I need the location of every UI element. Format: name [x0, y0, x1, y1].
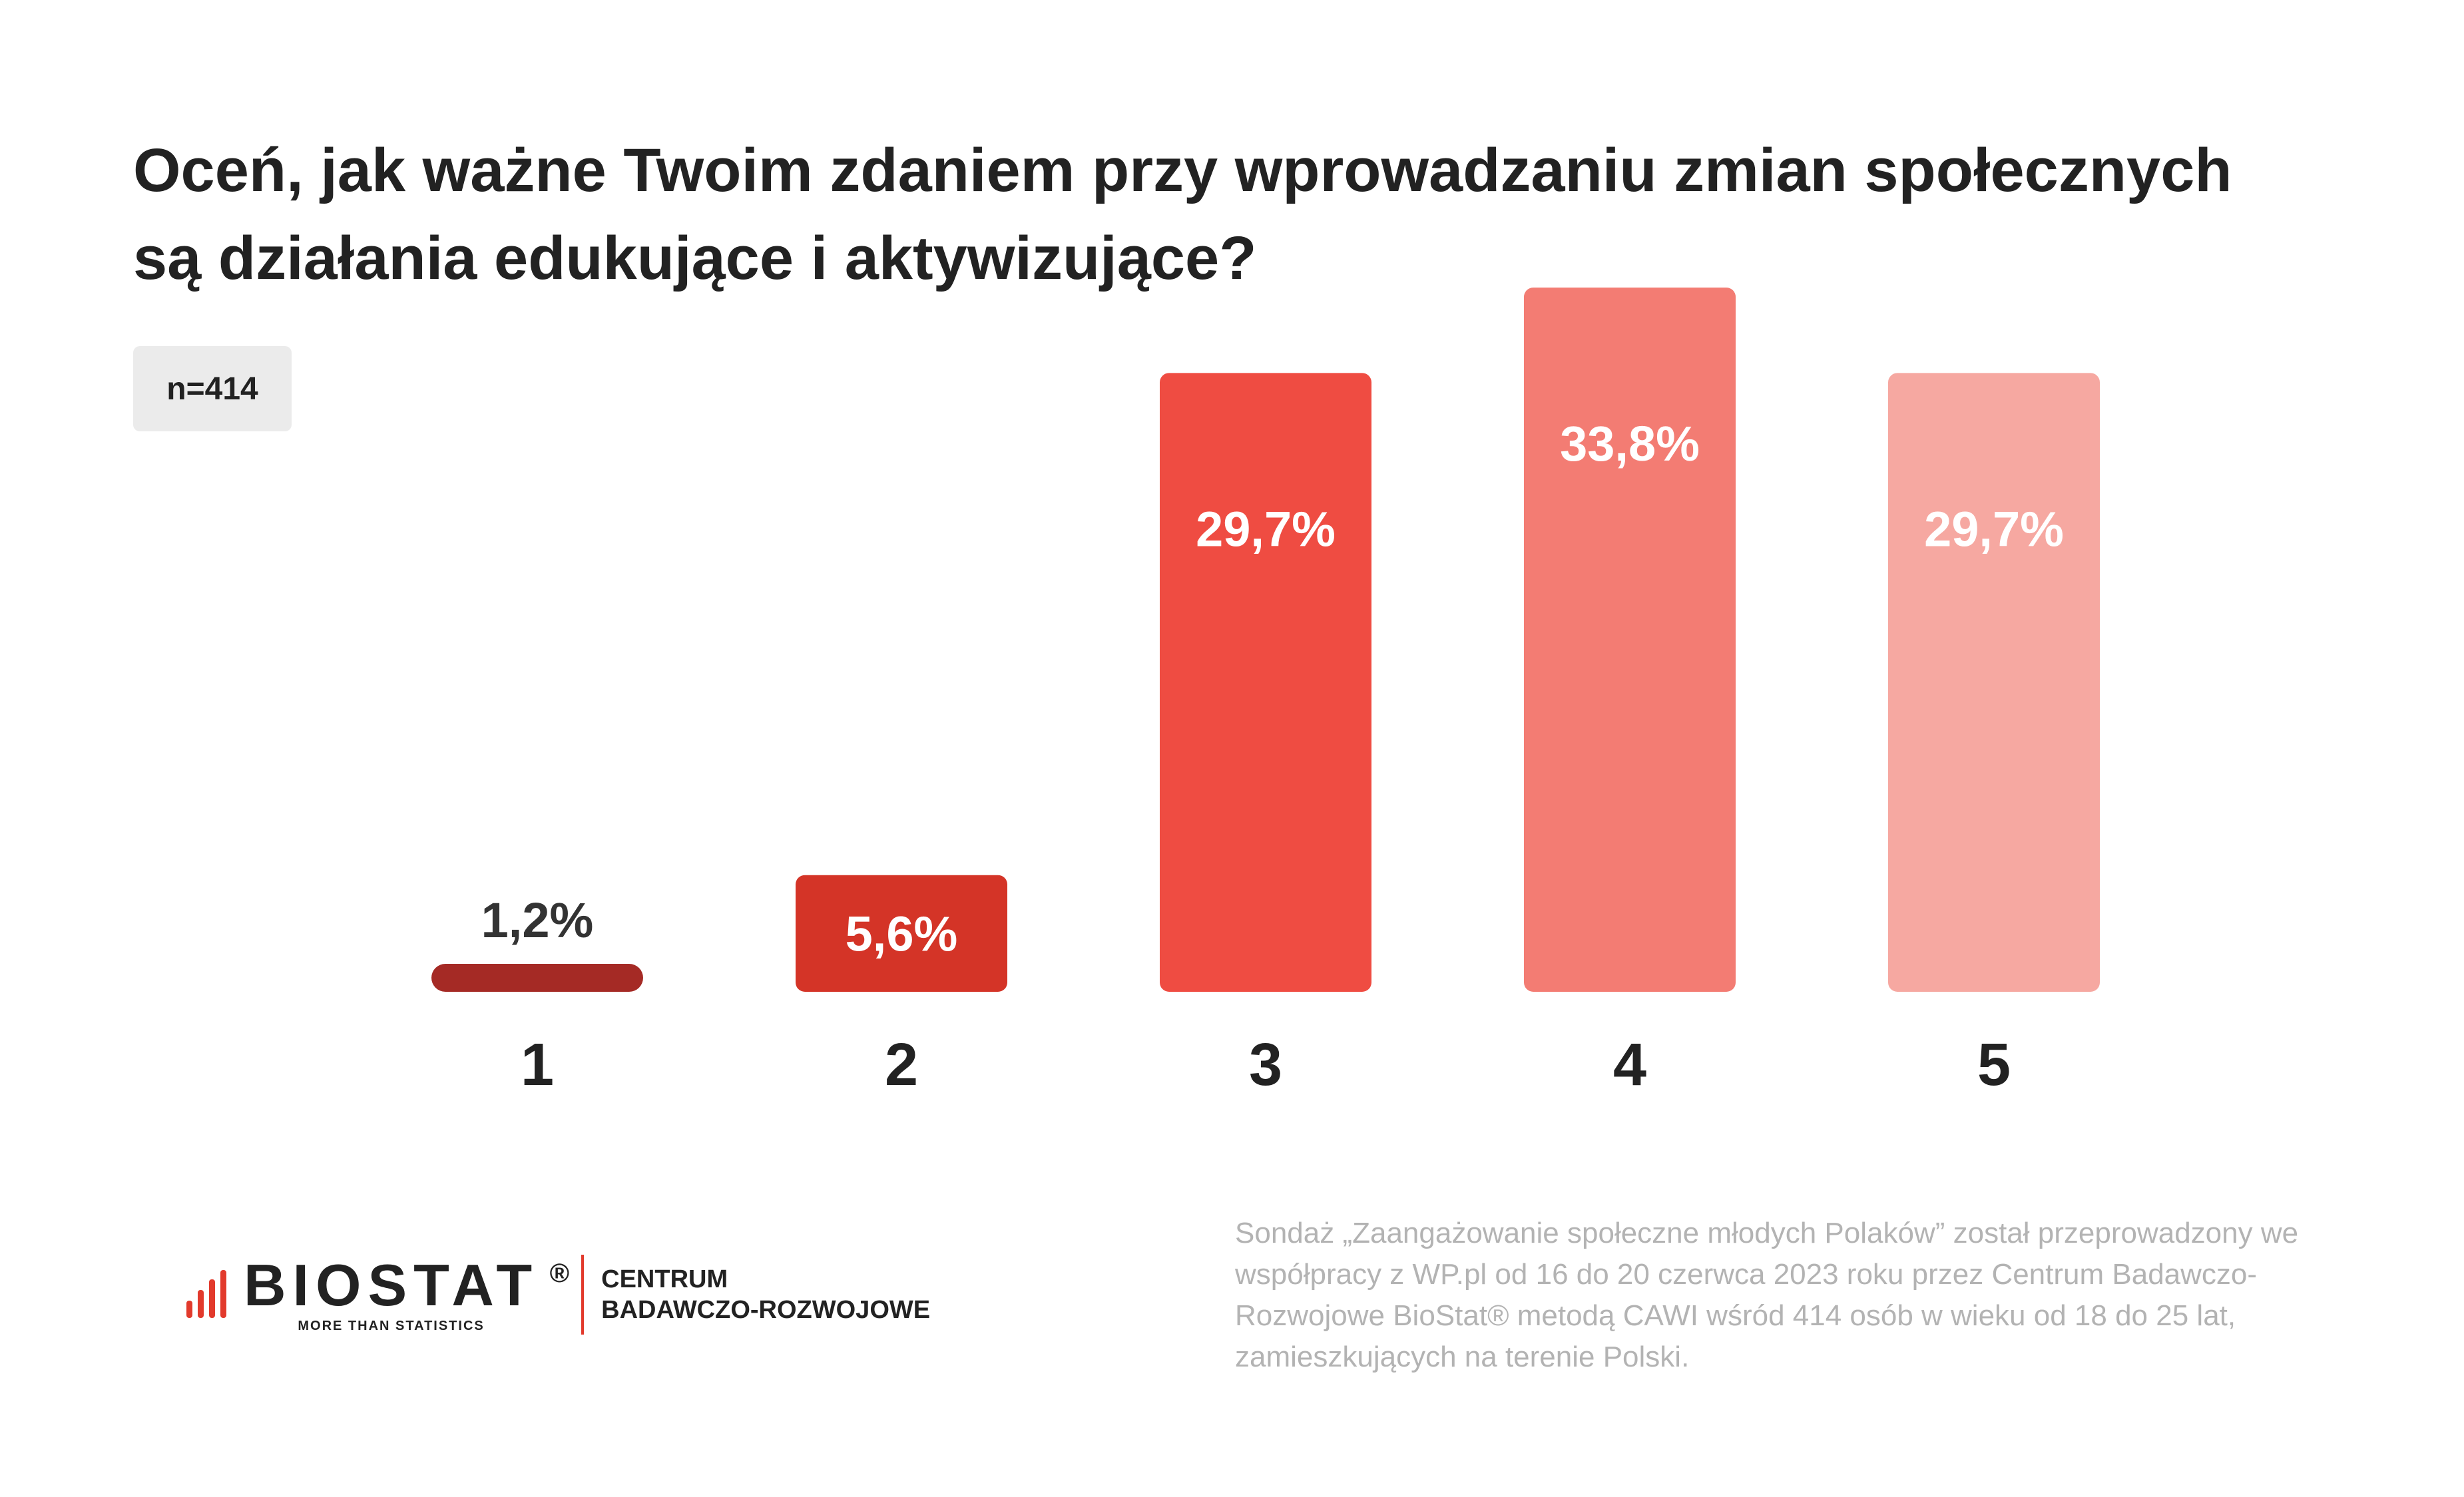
- bar-3: [1160, 373, 1371, 992]
- bar-value-label-4: 33,8%: [1560, 416, 1700, 471]
- bar-value-label-3: 29,7%: [1196, 501, 1336, 556]
- bar-value-label-2: 5,6%: [846, 906, 958, 961]
- bar-2: [796, 875, 1007, 992]
- registered-mark: ®: [549, 1258, 570, 1288]
- bar-value-label-5: 29,7%: [1924, 501, 2064, 556]
- chart-title: Oceń, jak ważne Twoim zdaniem przy wprow…: [133, 136, 2232, 292]
- bar-value-label-1: 1,2%: [481, 893, 594, 948]
- category-label-5: 5: [1977, 1032, 2011, 1098]
- category-label-1: 1: [521, 1032, 554, 1098]
- logo-department-line1: CENTRUM: [601, 1265, 728, 1293]
- bar-5: [1888, 373, 2100, 992]
- logo-department-line2: BADAWCZO-ROZWOJOWE: [601, 1296, 931, 1324]
- logo-bars-icon: [186, 1270, 232, 1318]
- bar-4: [1524, 288, 1736, 992]
- category-label-2: 2: [885, 1032, 918, 1098]
- biostat-logo: BIOSTAT ® MORE THAN STATISTICS CENTRUM BA…: [186, 1251, 930, 1338]
- category-label-3: 3: [1249, 1032, 1282, 1098]
- sample-size-badge: n=414: [133, 346, 292, 431]
- logo-tagline: MORE THAN STATISTICS: [298, 1318, 485, 1333]
- bar-1: [431, 964, 643, 992]
- bar-chart: 1,2% 1 5,6% 2 29,7% 3 33,8% 4 29,7% 5: [431, 288, 2100, 1098]
- logo-department: CENTRUM BADAWCZO-ROZWOJOWE: [601, 1264, 930, 1325]
- category-label-4: 4: [1613, 1032, 1646, 1098]
- logo-divider: [581, 1255, 585, 1335]
- survey-footnote: Sondaż „Zaangażowanie społeczne młodych …: [1235, 1217, 2299, 1373]
- logo-name: BIOSTAT ®: [244, 1255, 569, 1315]
